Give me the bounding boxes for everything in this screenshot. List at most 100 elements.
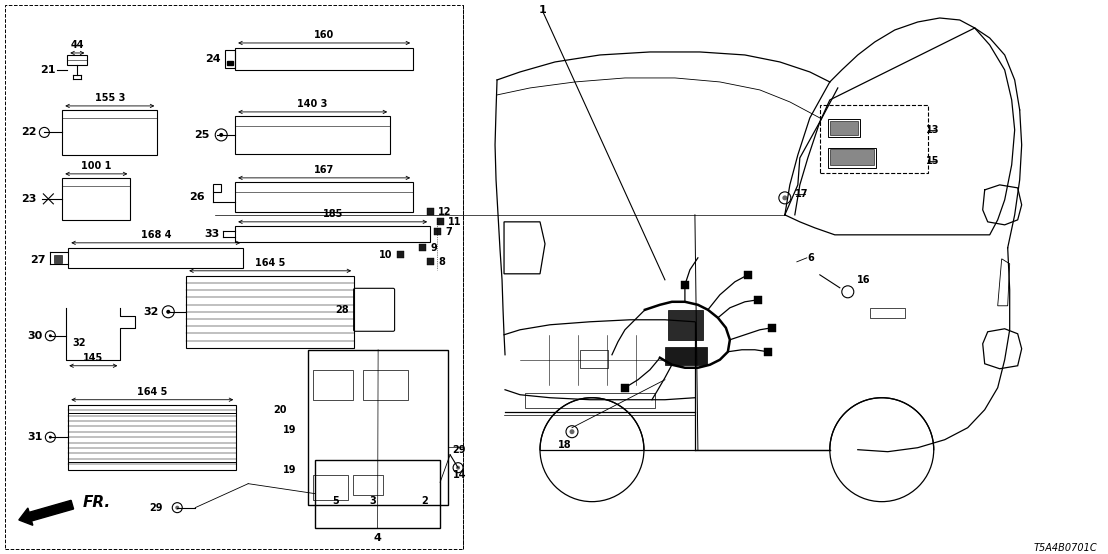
Text: 12: 12 xyxy=(438,207,452,217)
Text: 28: 28 xyxy=(336,305,349,315)
Text: 23: 23 xyxy=(21,194,37,204)
Text: 15: 15 xyxy=(926,156,940,166)
Circle shape xyxy=(570,429,574,434)
Bar xyxy=(227,61,233,65)
Bar xyxy=(668,310,702,340)
Text: 1: 1 xyxy=(540,5,547,15)
Text: 140 3: 140 3 xyxy=(297,99,328,109)
Bar xyxy=(353,475,383,495)
Bar xyxy=(419,244,425,252)
Text: 11: 11 xyxy=(448,217,462,227)
Text: 3: 3 xyxy=(369,496,376,506)
Bar xyxy=(363,370,408,400)
Text: 2: 2 xyxy=(422,496,429,506)
Text: 16: 16 xyxy=(856,275,870,285)
Bar xyxy=(225,50,235,68)
Circle shape xyxy=(175,506,179,510)
Text: 29: 29 xyxy=(148,502,162,512)
Text: 7: 7 xyxy=(445,227,452,237)
Bar xyxy=(69,405,236,470)
Bar xyxy=(437,218,443,225)
Bar xyxy=(743,271,752,279)
Text: 164 5: 164 5 xyxy=(255,258,286,268)
Bar xyxy=(186,276,355,348)
Text: 21: 21 xyxy=(40,65,55,75)
Text: 29: 29 xyxy=(452,445,465,455)
Bar xyxy=(235,116,390,154)
Bar xyxy=(427,258,433,265)
Bar xyxy=(681,281,689,289)
Circle shape xyxy=(49,435,52,439)
Text: 19: 19 xyxy=(284,465,297,475)
Bar xyxy=(828,148,875,168)
Bar xyxy=(69,248,244,268)
Bar xyxy=(820,105,927,173)
Bar xyxy=(6,5,463,548)
Circle shape xyxy=(456,466,460,470)
Bar xyxy=(753,296,762,304)
Bar xyxy=(830,121,858,135)
Text: 18: 18 xyxy=(558,440,572,450)
Text: 10: 10 xyxy=(379,250,392,260)
Circle shape xyxy=(49,334,52,337)
Bar xyxy=(62,178,131,220)
Text: 44: 44 xyxy=(71,40,84,50)
Circle shape xyxy=(166,310,171,314)
Text: 160: 160 xyxy=(314,30,335,40)
Bar xyxy=(62,110,157,155)
Bar xyxy=(620,384,629,392)
Text: FR.: FR. xyxy=(82,495,111,510)
Text: 14: 14 xyxy=(453,470,466,480)
Bar xyxy=(308,350,448,505)
Bar xyxy=(54,255,62,263)
Bar xyxy=(665,347,707,365)
Text: 168 4: 168 4 xyxy=(141,230,171,240)
Text: T5A4B0701C: T5A4B0701C xyxy=(1034,542,1098,553)
Bar xyxy=(768,324,776,332)
Text: 33: 33 xyxy=(204,229,219,239)
Text: 24: 24 xyxy=(206,54,222,64)
Circle shape xyxy=(782,196,788,201)
Bar xyxy=(315,460,440,527)
Text: 185: 185 xyxy=(322,209,342,219)
Text: 26: 26 xyxy=(189,192,205,202)
Text: 8: 8 xyxy=(438,257,445,267)
Text: 145: 145 xyxy=(83,353,103,363)
Text: 5: 5 xyxy=(331,496,339,506)
Circle shape xyxy=(219,133,223,137)
Text: 164 5: 164 5 xyxy=(137,387,167,397)
Bar xyxy=(68,55,88,65)
Bar xyxy=(235,48,413,70)
Text: 20: 20 xyxy=(274,405,287,415)
Bar xyxy=(830,149,874,165)
Text: 22: 22 xyxy=(21,127,37,137)
Text: 30: 30 xyxy=(27,331,42,341)
Polygon shape xyxy=(983,329,1022,369)
Text: 32: 32 xyxy=(72,338,85,348)
Bar xyxy=(525,393,655,408)
Text: 4: 4 xyxy=(373,532,381,542)
Text: 17: 17 xyxy=(794,189,809,199)
Text: 13: 13 xyxy=(926,125,940,135)
Bar xyxy=(213,184,222,192)
Bar xyxy=(870,308,905,318)
Text: 32: 32 xyxy=(143,307,158,317)
Bar xyxy=(433,228,441,235)
FancyArrow shape xyxy=(19,500,73,525)
Text: 6: 6 xyxy=(808,253,814,263)
Bar xyxy=(828,119,860,137)
Bar xyxy=(235,182,413,212)
Bar xyxy=(314,475,348,500)
Bar xyxy=(579,350,608,368)
Bar xyxy=(763,348,772,356)
Bar xyxy=(235,226,430,242)
Text: 27: 27 xyxy=(30,255,45,265)
Text: 155 3: 155 3 xyxy=(94,93,125,103)
Text: 100 1: 100 1 xyxy=(81,161,112,171)
Bar xyxy=(397,252,403,258)
Text: 167: 167 xyxy=(314,165,335,175)
Text: 25: 25 xyxy=(194,130,209,140)
Text: 31: 31 xyxy=(27,432,42,442)
Text: 19: 19 xyxy=(284,425,297,435)
Text: 9: 9 xyxy=(430,243,437,253)
